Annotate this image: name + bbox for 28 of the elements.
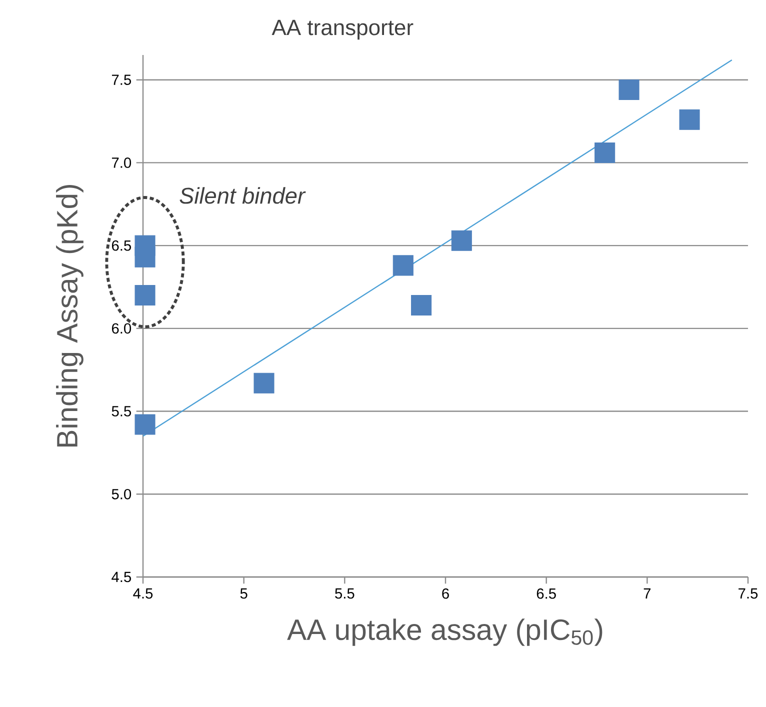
y-tick-label: 4.5 bbox=[112, 572, 131, 582]
x-axis-title: AA uptake assay (pIC$_{50}$) bbox=[287, 618, 602, 646]
point bbox=[134, 246, 156, 268]
point bbox=[411, 294, 432, 316]
x-tick-label: 7 bbox=[644, 588, 651, 598]
chart-title: AA transporter bbox=[272, 20, 414, 40]
point bbox=[392, 255, 414, 276]
point bbox=[134, 285, 156, 306]
y-tick-label: 6.5 bbox=[112, 240, 131, 251]
x-tick-label: 6.5 bbox=[536, 588, 556, 599]
annotation: Silent binder bbox=[180, 187, 306, 204]
x-tick-label: 4.5 bbox=[133, 588, 153, 599]
y-tick-label: 5.5 bbox=[112, 406, 131, 416]
point bbox=[254, 372, 274, 394]
x-tick-label: 5.5 bbox=[335, 588, 354, 599]
y-tick-label: 7.5 bbox=[112, 74, 131, 85]
point bbox=[679, 109, 700, 130]
y-tick-label: 7.0 bbox=[112, 158, 132, 168]
y-tick-label: 5.0 bbox=[112, 488, 132, 500]
x-tick-label: 7.5 bbox=[738, 588, 758, 599]
point bbox=[451, 230, 472, 251]
point bbox=[134, 414, 156, 435]
point bbox=[618, 80, 640, 100]
y-axis-title: Binding Assay (pKd) bbox=[56, 185, 84, 446]
y-tick-label: 6.0 bbox=[112, 323, 132, 334]
x-tick-label: 5 bbox=[240, 588, 248, 599]
point bbox=[594, 142, 616, 164]
x-tick-label: 6 bbox=[442, 588, 449, 599]
